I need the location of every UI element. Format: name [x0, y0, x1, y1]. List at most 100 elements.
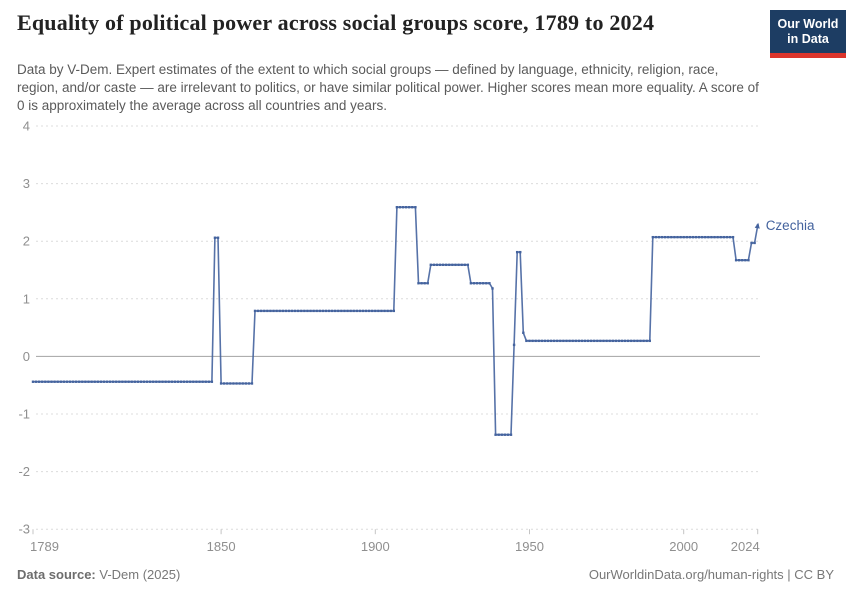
year-marker	[506, 433, 510, 436]
year-marker	[599, 339, 602, 343]
x-axis-tick-label: 1900	[361, 539, 390, 554]
year-marker	[620, 339, 624, 343]
x-axis-tick-label: 1789	[30, 539, 59, 554]
year-marker	[463, 263, 466, 267]
year-marker	[284, 309, 288, 313]
year-marker	[297, 309, 300, 313]
year-marker	[753, 241, 756, 245]
year-marker	[287, 309, 291, 313]
year-marker	[87, 380, 90, 383]
y-axis-tick-label: 3	[23, 176, 30, 191]
year-marker	[725, 235, 729, 239]
year-marker	[185, 380, 189, 383]
year-marker	[139, 380, 143, 383]
year-marker	[651, 235, 655, 239]
year-marker	[210, 380, 214, 383]
year-marker	[697, 235, 701, 239]
year-marker	[401, 206, 405, 209]
year-marker	[346, 309, 349, 313]
year-marker	[182, 380, 186, 383]
year-marker	[562, 339, 565, 343]
year-marker	[56, 380, 59, 383]
year-marker	[549, 339, 553, 343]
year-marker	[383, 309, 386, 313]
y-axis-tick-label: -2	[18, 464, 30, 479]
year-marker	[269, 309, 272, 313]
year-marker	[707, 235, 710, 239]
year-marker	[716, 235, 719, 239]
year-marker	[142, 380, 146, 383]
owid-logo[interactable]: Our World in Data	[770, 10, 846, 58]
year-marker	[497, 433, 500, 436]
year-marker	[577, 339, 581, 343]
year-marker	[744, 259, 747, 262]
year-marker	[682, 235, 685, 239]
year-marker	[642, 339, 645, 343]
year-marker	[364, 309, 368, 313]
year-marker	[509, 433, 513, 436]
year-marker	[44, 380, 47, 383]
year-marker	[639, 339, 642, 343]
year-marker	[519, 250, 522, 254]
year-marker	[565, 339, 568, 343]
year-marker	[688, 235, 692, 239]
year-marker	[543, 339, 547, 343]
year-marker	[596, 339, 599, 343]
year-marker	[78, 380, 81, 383]
year-marker	[623, 339, 627, 343]
year-marker	[556, 339, 559, 343]
year-marker	[685, 235, 688, 239]
year-marker	[247, 382, 251, 385]
year-marker	[293, 309, 297, 313]
year-marker	[494, 433, 497, 436]
year-marker	[93, 380, 96, 383]
year-marker	[352, 309, 355, 313]
year-marker	[589, 339, 593, 343]
year-marker	[321, 309, 325, 313]
year-marker	[68, 380, 72, 383]
year-marker	[158, 380, 161, 383]
year-marker	[130, 380, 133, 383]
chart-footer: Data source: V-Dem (2025) OurWorldinData…	[17, 567, 834, 582]
year-marker	[340, 309, 343, 313]
data-source-label: Data source:	[17, 567, 96, 582]
year-marker	[617, 339, 621, 343]
year-marker	[460, 263, 463, 267]
credit-link[interactable]: OurWorldinData.org/human-rights | CC BY	[588, 567, 834, 582]
year-marker	[472, 282, 476, 285]
year-marker	[420, 282, 423, 285]
year-marker	[491, 287, 494, 290]
year-marker	[673, 235, 676, 239]
year-marker	[525, 339, 528, 343]
data-source-value: V-Dem (2025)	[95, 567, 181, 582]
year-marker	[250, 382, 254, 385]
year-marker	[676, 235, 679, 239]
year-marker	[334, 309, 337, 313]
year-marker	[102, 380, 106, 383]
year-marker	[229, 382, 232, 385]
data-source: Data source: V-Dem (2025)	[17, 567, 180, 582]
year-marker	[222, 382, 226, 385]
year-marker	[451, 263, 454, 267]
year-marker	[124, 380, 127, 383]
year-marker	[528, 339, 531, 343]
year-marker	[96, 380, 99, 383]
year-marker	[349, 309, 352, 313]
year-marker	[244, 382, 247, 385]
year-marker	[694, 235, 698, 239]
year-marker	[747, 259, 750, 262]
year-marker	[488, 282, 491, 285]
year-marker	[654, 235, 658, 239]
year-marker	[710, 235, 713, 239]
year-marker	[411, 206, 414, 209]
year-marker	[337, 309, 340, 313]
year-marker	[133, 380, 136, 383]
series-label-czechia[interactable]: Czechia	[766, 218, 815, 233]
year-marker	[192, 380, 195, 383]
year-marker	[275, 309, 278, 313]
series-end-arrow	[754, 222, 760, 229]
year-marker	[115, 380, 118, 383]
year-marker	[574, 339, 577, 343]
year-marker	[605, 339, 608, 343]
